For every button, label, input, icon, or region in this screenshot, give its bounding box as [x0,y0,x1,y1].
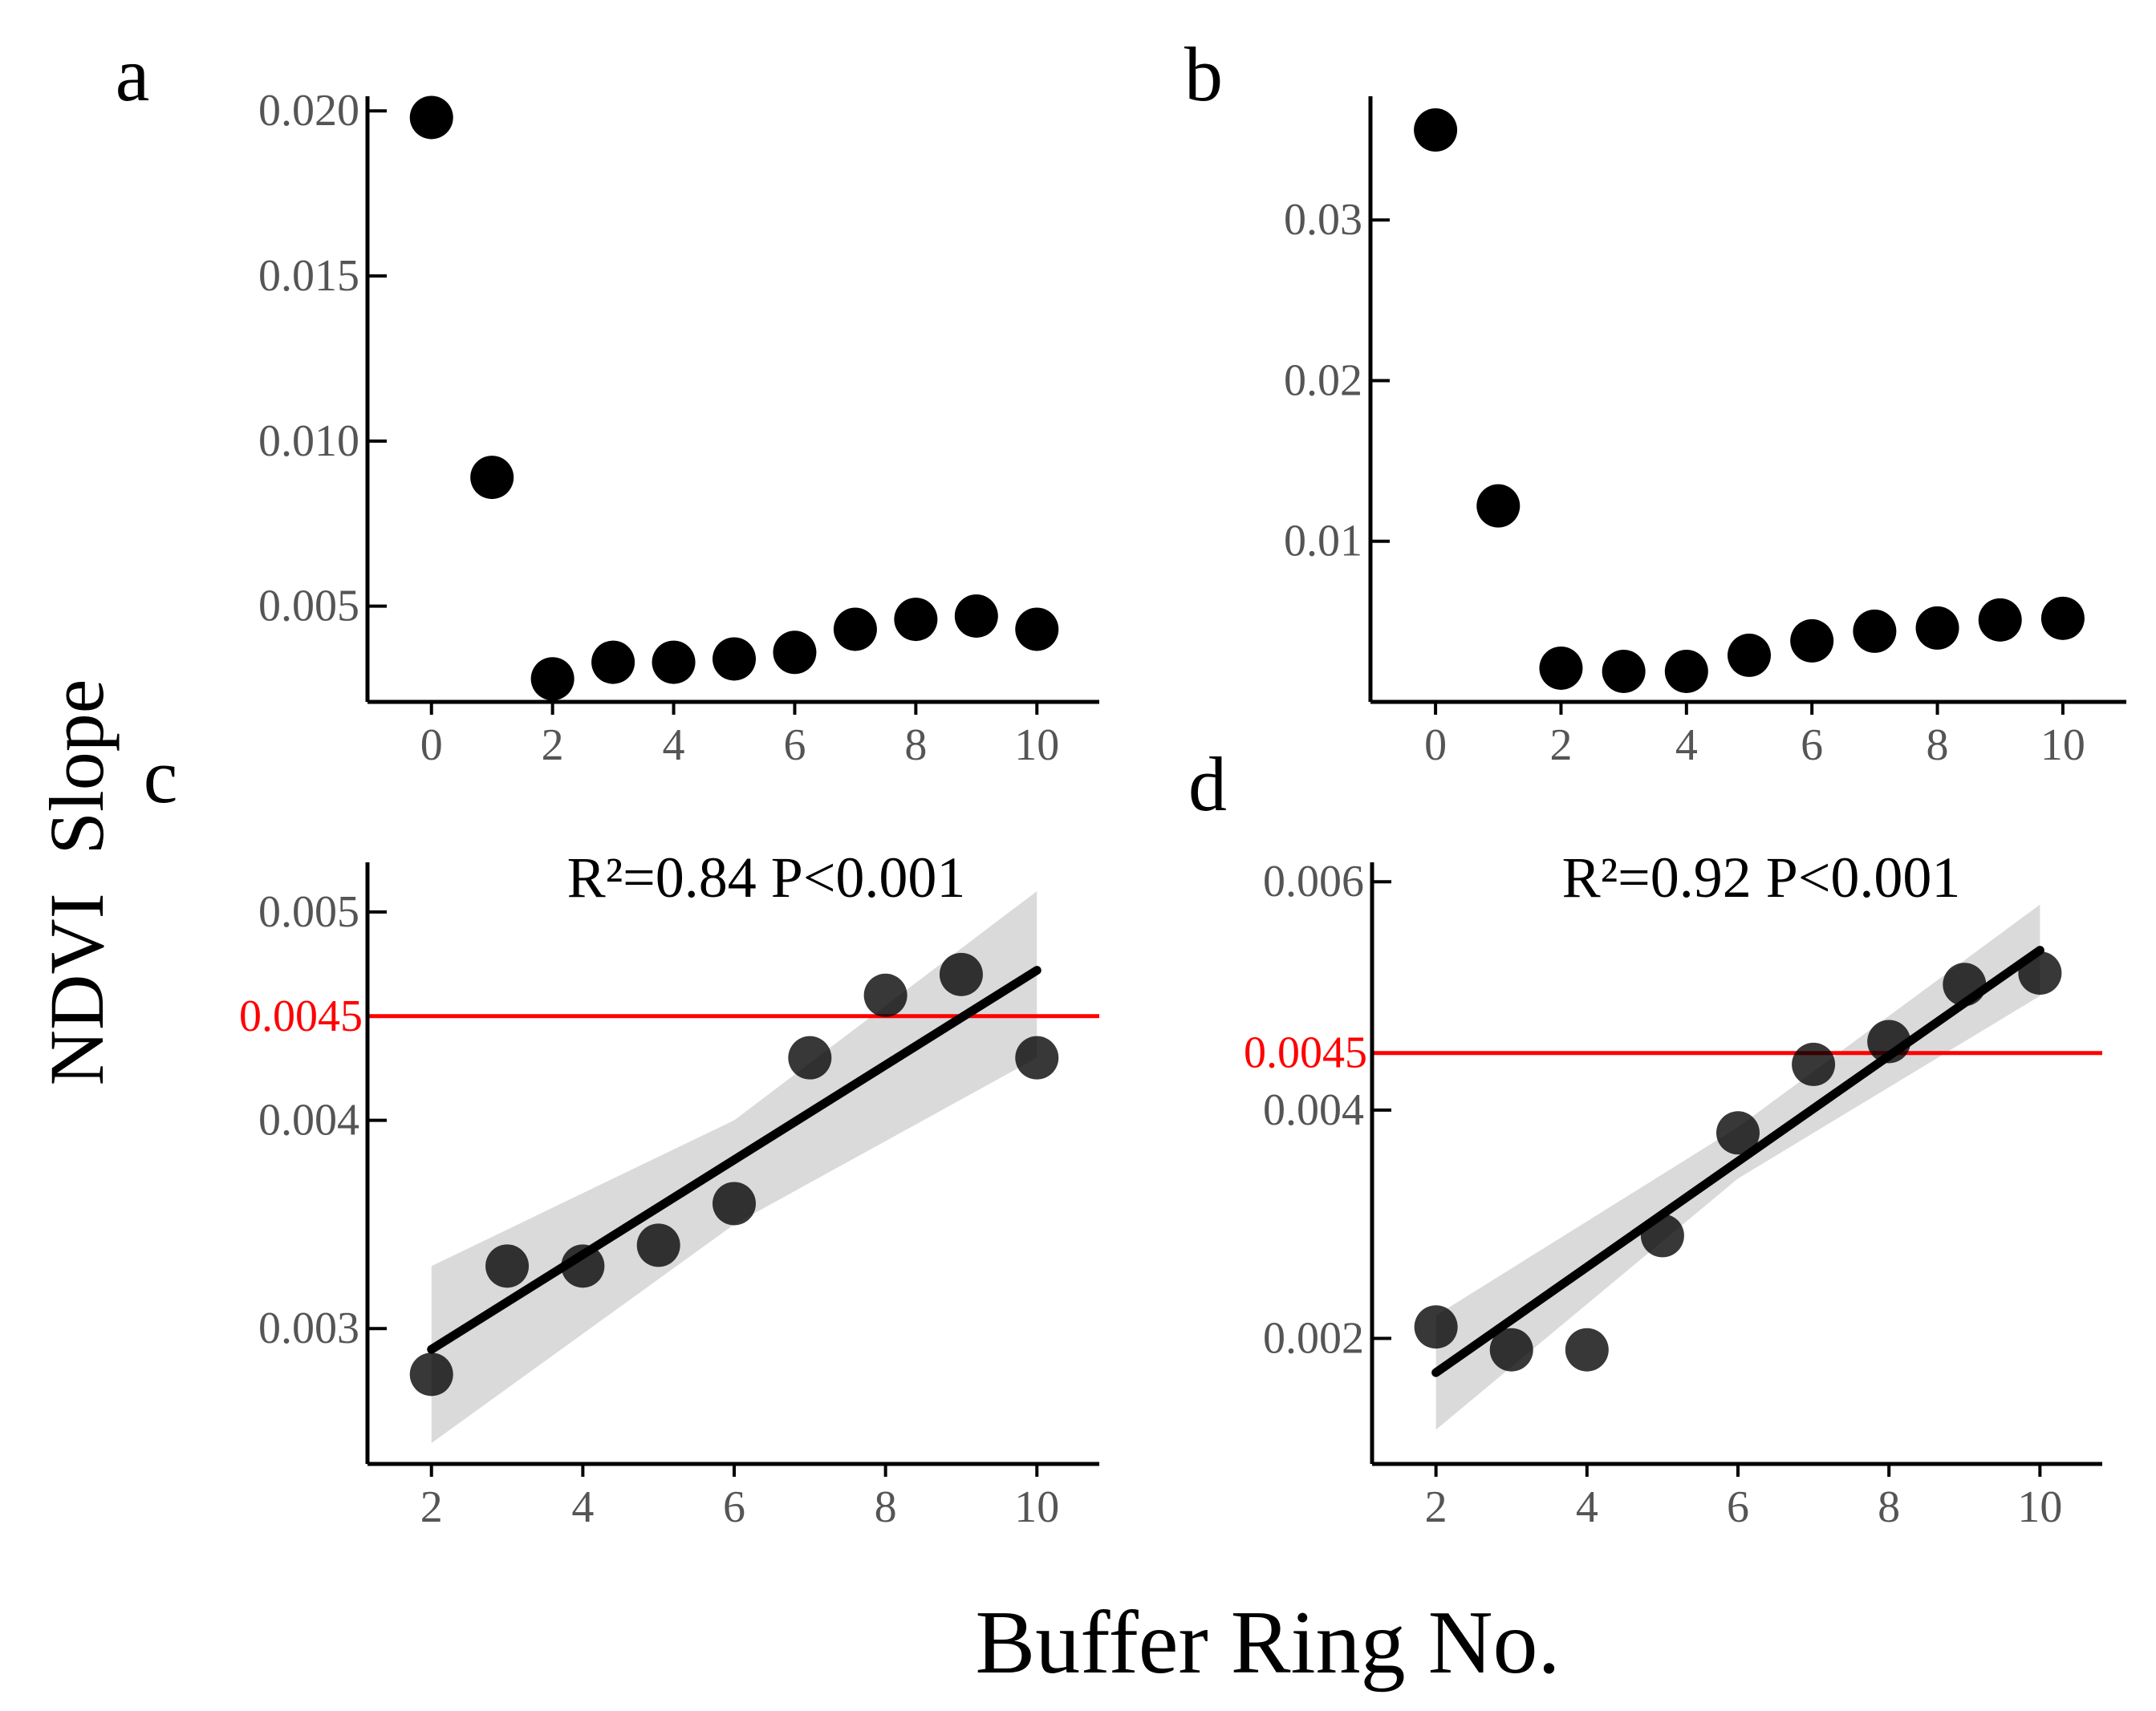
y-tick-label-c: 0.005 [258,887,359,937]
data-point-a [530,657,575,701]
data-point-b [1414,108,1458,152]
data-point-d [1943,963,1987,1007]
data-point-a [591,640,635,684]
y-tick-label-c: 0.003 [258,1304,359,1353]
x-tick-label-a: 6 [783,720,806,770]
fit-line-c [427,966,1041,1354]
y-tick-label-d: 0.004 [1263,1085,1364,1135]
y-tick-label-a: 0.015 [258,251,359,301]
x-tick-label-c: 10 [1014,1482,1059,1532]
data-point-d [1489,1328,1533,1372]
data-point-b [1978,598,2022,642]
y-tick-label-b: 0.02 [1284,355,1362,405]
data-point-a [470,456,514,500]
data-point-b [1602,649,1646,693]
x-tick-label-d: 6 [1727,1482,1749,1532]
x-tick-label-b: 8 [1927,720,1949,770]
x-tick-label-a: 2 [542,720,564,770]
data-point-d [2018,951,2062,995]
data-point-b [1476,484,1521,528]
data-point-a [713,637,756,681]
data-point-c [409,1352,453,1397]
data-point-a [833,607,877,651]
data-point-c [713,1182,756,1226]
data-point-b [2040,596,2085,640]
panel-label-d: d [1188,741,1227,827]
x-tick-label-c: 8 [875,1482,897,1532]
data-point-b [1790,618,1834,663]
stats-annotation-c: R²=0.84 P<0.001 [567,845,966,910]
x-tick-label-a: 8 [904,720,927,770]
data-point-c [863,973,907,1017]
panel-label-b: b [1184,31,1223,117]
data-point-d [1640,1214,1684,1258]
y-tick-label-c: 0.004 [258,1096,359,1145]
panel-d: 0.0045 2 4 6 8 10 0.002 0.004 0.006 d R²=0.92 P<0.… [1188,741,2102,1532]
data-point-c [561,1244,605,1288]
data-point-a [652,640,696,684]
data-point-c [788,1036,832,1080]
panel-label-a: a [116,31,150,117]
data-point-d [1867,1020,1911,1064]
data-point-b [1664,649,1708,693]
confidence-band-c [431,890,1037,1444]
data-point-d [1414,1305,1458,1349]
data-point-a [773,630,817,675]
data-point-b [1915,606,1959,650]
y-tick-label-a: 0.005 [258,582,359,631]
x-tick-label-c: 6 [723,1482,745,1532]
x-tick-label-b: 6 [1801,720,1823,770]
y-tick-label-d: 0.006 [1263,857,1364,906]
threshold-label-c: 0.0045 [239,991,363,1041]
x-tick-label-d: 10 [2017,1482,2062,1532]
x-tick-label-d: 2 [1425,1482,1447,1532]
x-tick-label-d: 4 [1576,1482,1598,1532]
data-point-c [636,1223,680,1267]
data-point-a [1015,607,1059,651]
y-tick-label-a: 0.020 [258,86,359,136]
x-tick-label-d: 8 [1878,1482,1900,1532]
x-tick-label-b: 0 [1424,720,1447,770]
x-tick-label-c: 2 [420,1482,443,1532]
data-point-c [485,1244,530,1288]
threshold-label-d: 0.0045 [1244,1028,1367,1078]
stats-annotation-d: R²=0.92 P<0.001 [1562,845,1961,910]
x-tick-label-b: 10 [2040,720,2085,770]
y-tick-label-b: 0.01 [1284,517,1362,566]
panel-a: 0 2 4 6 8 10 0.005 0.010 0.015 0.020 a [116,31,1099,770]
x-tick-label-a: 0 [420,720,443,770]
data-point-a [894,598,938,642]
data-point-b [1728,633,1771,677]
panel-c: 0.0045 2 4 6 8 10 0.003 0.004 0.005 c R²=0.84 P<0.… [144,733,1099,1532]
panel-b: 0 2 4 6 8 10 0.01 0.02 0.03 b [1184,31,2126,770]
x-axis-title: Buffer Ring No. [976,1593,1561,1693]
data-point-a [409,95,453,140]
data-point-c [939,952,983,996]
x-tick-label-b: 4 [1675,720,1698,770]
data-point-b [1539,646,1583,690]
data-point-d [1716,1111,1760,1155]
x-tick-label-a: 10 [1014,720,1059,770]
data-point-a [954,594,998,638]
x-tick-label-b: 2 [1549,720,1572,770]
data-point-d [1792,1042,1836,1086]
fit-line-d [1431,946,2044,1377]
y-axis-title: NDVI Slope [34,679,120,1086]
data-point-d [1565,1328,1609,1372]
y-tick-label-b: 0.03 [1284,195,1362,245]
panel-label-c: c [144,733,178,819]
y-tick-label-d: 0.002 [1263,1313,1364,1363]
x-tick-label-a: 4 [663,720,685,770]
y-tick-label-a: 0.010 [258,416,359,466]
data-point-c [1015,1036,1059,1080]
x-tick-label-c: 4 [571,1482,594,1532]
data-point-b [1853,609,1897,653]
